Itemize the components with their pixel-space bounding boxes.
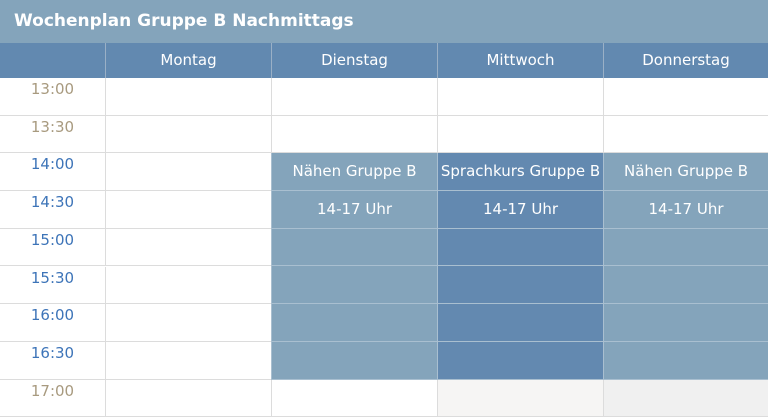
event-title: Nähen Gruppe B: [604, 153, 768, 192]
time-label: 14:00: [30, 155, 75, 174]
event-slot: [604, 229, 768, 267]
time-row: 13:30: [0, 115, 768, 154]
day-header-mittwoch: Mittwoch: [437, 43, 603, 78]
slot-cell[interactable]: [437, 379, 603, 417]
event-slot: [272, 266, 437, 305]
time-label: 17:00: [30, 381, 75, 400]
slot-cell[interactable]: [105, 304, 271, 341]
time-label: 15:00: [30, 230, 75, 249]
event-block[interactable]: Nähen Gruppe B 14-17 Uhr: [603, 153, 768, 380]
time-label: 16:30: [30, 343, 75, 362]
slot-cell[interactable]: [105, 153, 271, 191]
event-slot: [438, 229, 603, 267]
slot-cell[interactable]: [603, 78, 768, 115]
day-header-montag: Montag: [105, 43, 271, 78]
time-label: 14:30: [30, 193, 75, 212]
slot-cell[interactable]: [603, 379, 768, 417]
event-time: 14-17 Uhr: [604, 191, 768, 229]
event-slot: [604, 266, 768, 305]
event-block[interactable]: Sprachkurs Gruppe B 14-17 Uhr: [437, 153, 603, 380]
event-time: 14-17 Uhr: [438, 191, 603, 229]
slot-cell[interactable]: [603, 115, 768, 153]
event-slot: [604, 304, 768, 342]
slot-cell[interactable]: [271, 115, 437, 153]
day-header: Montag Dienstag Mittwoch Donnerstag: [0, 43, 768, 78]
slot-cell[interactable]: [105, 379, 271, 417]
event-slot: [438, 266, 603, 305]
event-block[interactable]: Nähen Gruppe B 14-17 Uhr: [271, 153, 437, 380]
time-label: 15:30: [30, 268, 75, 287]
event-slot: [272, 229, 437, 267]
time-row: 13:00: [0, 78, 768, 116]
event-slot: [438, 304, 603, 342]
event-slot: [604, 342, 768, 380]
time-row: 17:00: [0, 379, 768, 417]
slot-cell[interactable]: [105, 228, 271, 266]
slot-cell[interactable]: [271, 379, 437, 417]
event-slot: [272, 342, 437, 380]
event-time: 14-17 Uhr: [272, 191, 437, 229]
slot-cell[interactable]: [105, 191, 271, 228]
event-title: Nähen Gruppe B: [272, 153, 437, 192]
slot-cell[interactable]: [105, 115, 271, 153]
event-title: Sprachkurs Gruppe B: [438, 153, 603, 192]
event-slot: [438, 342, 603, 380]
day-header-donnerstag: Donnerstag: [603, 43, 768, 78]
day-header-dienstag: Dienstag: [271, 43, 437, 78]
slot-cell[interactable]: [105, 341, 271, 379]
slot-cell[interactable]: [437, 115, 603, 153]
time-label: 16:00: [30, 306, 75, 325]
time-label: 13:00: [30, 80, 75, 98]
time-label: 13:30: [30, 117, 75, 136]
slot-cell[interactable]: [437, 78, 603, 115]
slot-cell[interactable]: [271, 78, 437, 115]
page-title: Wochenplan Gruppe B Nachmittags: [0, 0, 768, 43]
slot-cell[interactable]: [105, 78, 271, 115]
event-slot: [272, 304, 437, 342]
slot-cell[interactable]: [105, 266, 271, 304]
